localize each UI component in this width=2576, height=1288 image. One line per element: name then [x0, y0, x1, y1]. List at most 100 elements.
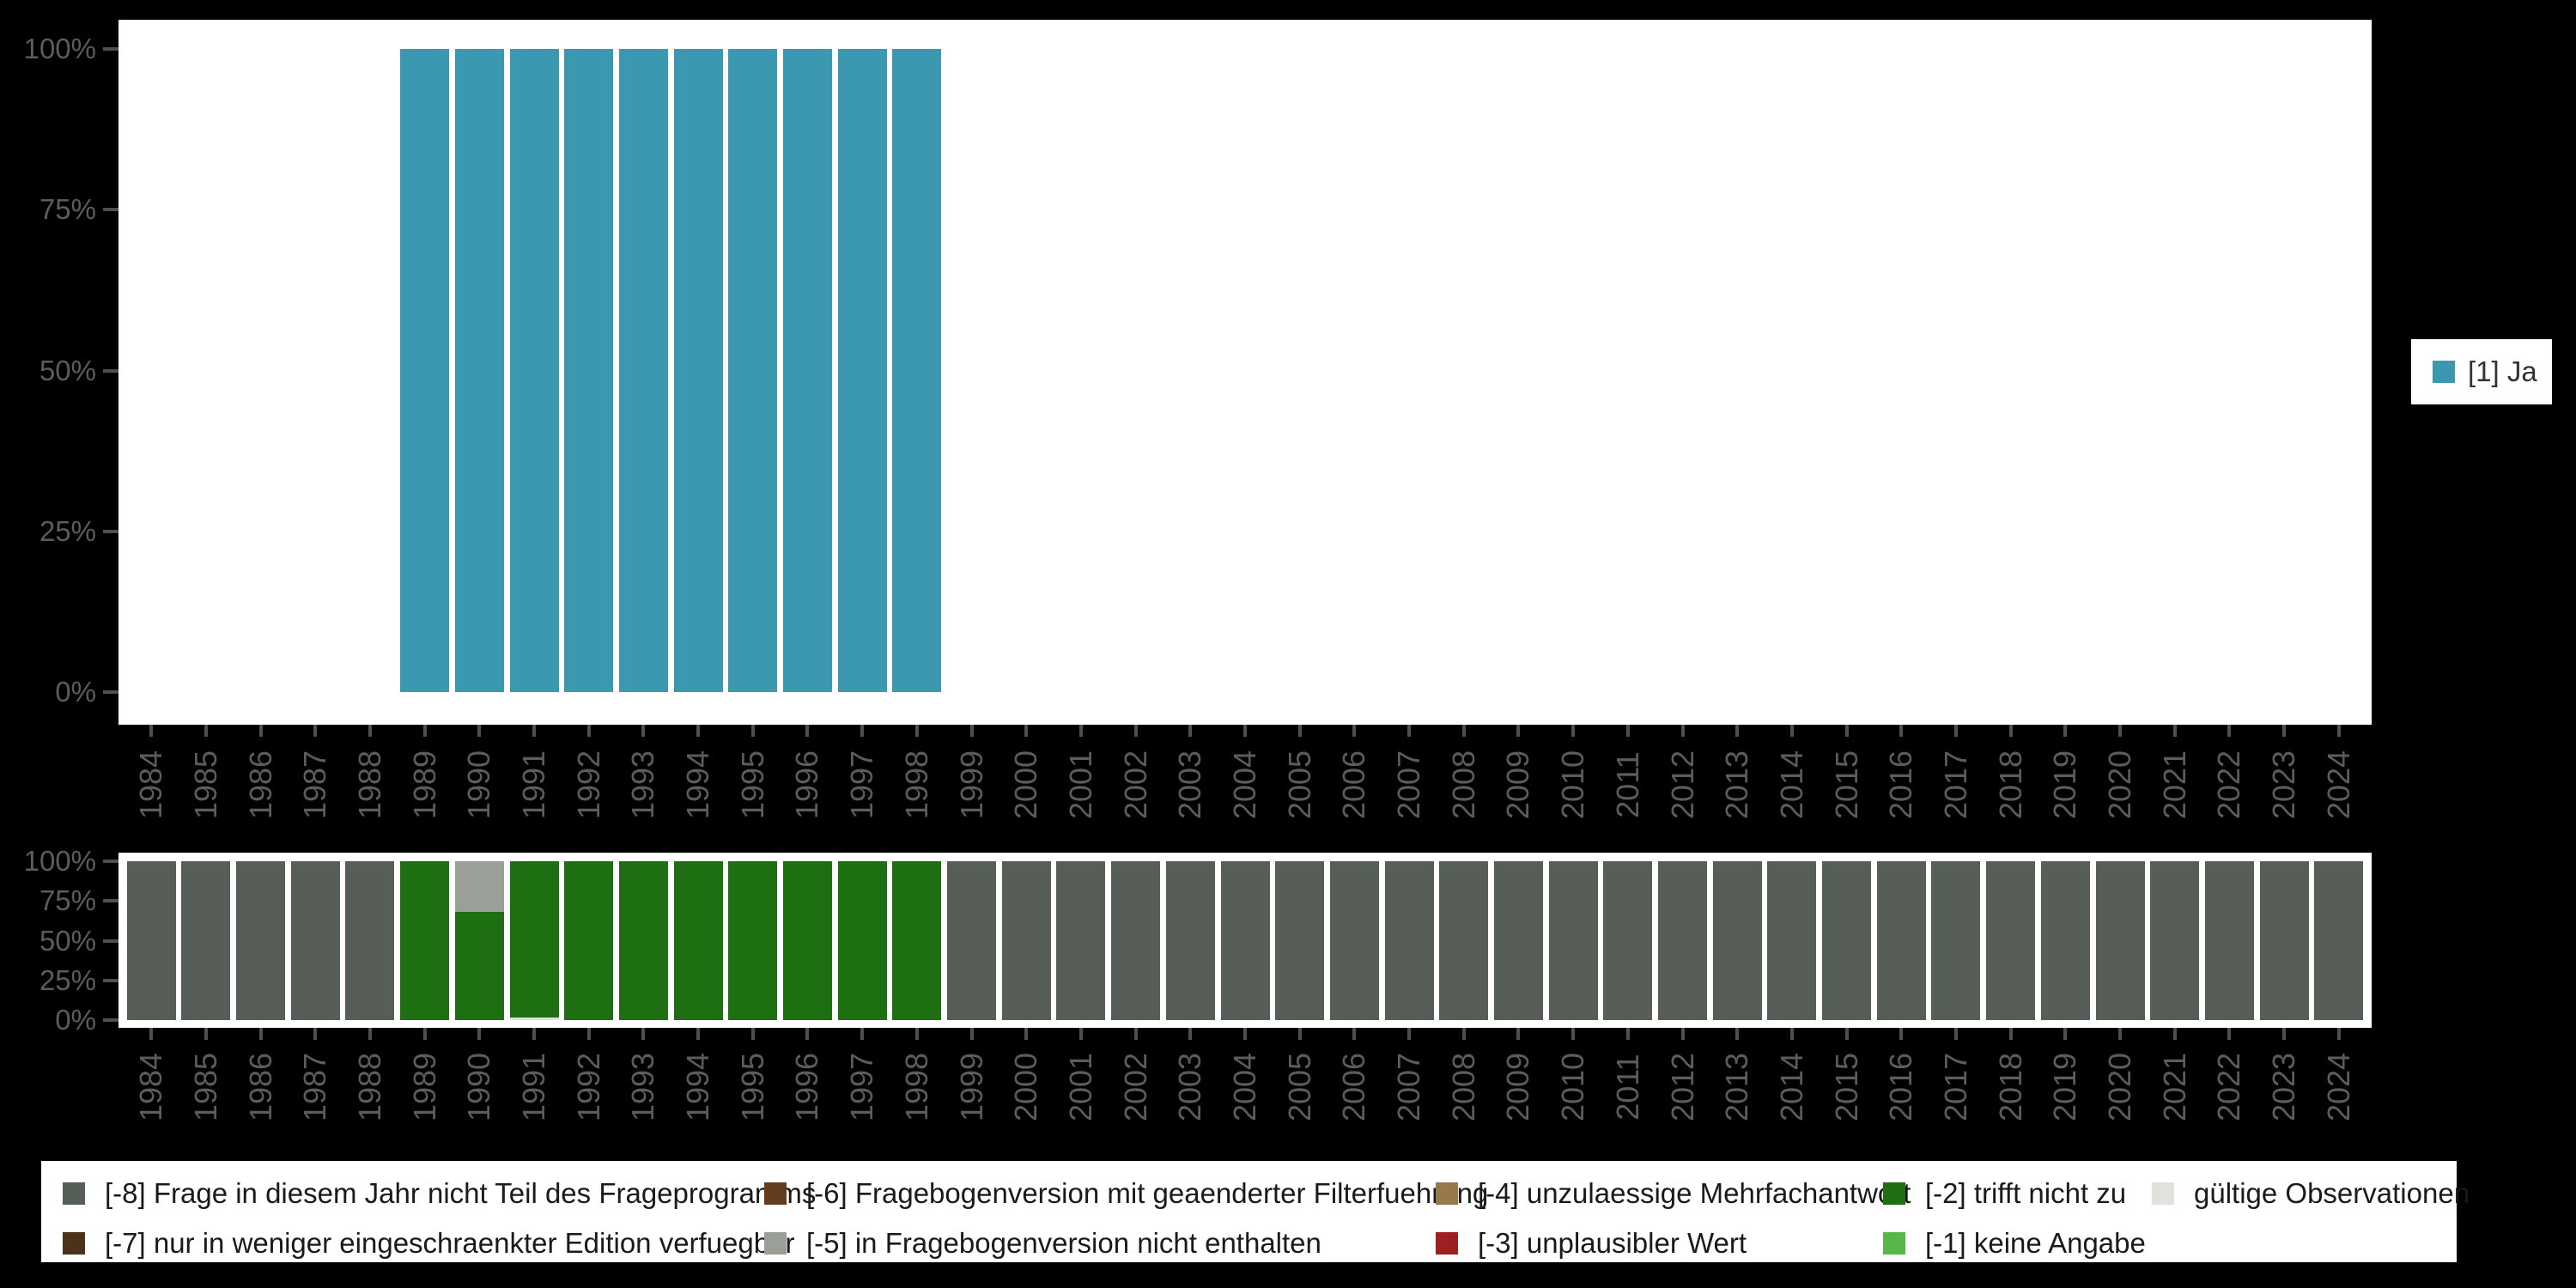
y-tick-label: 25%	[39, 963, 96, 996]
bar-segment-1996	[782, 861, 832, 1020]
bar-segment-1993	[618, 49, 668, 692]
y-tick-label: 25%	[39, 514, 96, 547]
x-tick	[2008, 1028, 2013, 1040]
legend-item: [-7] nur in weniger eingeschraenkter Edi…	[63, 1227, 795, 1259]
bar-segment-2005	[1275, 861, 1325, 1020]
x-tick-label: 1985	[187, 1052, 223, 1122]
x-tick	[1625, 1028, 1630, 1040]
top-chart-plot-area	[118, 20, 2372, 725]
bottom-chart-plot-area	[118, 853, 2372, 1028]
y-tick-label: 50%	[39, 924, 96, 957]
bar-segment-2009	[1493, 861, 1543, 1020]
x-tick	[477, 725, 482, 737]
x-tick-label: 1995	[734, 1052, 770, 1122]
x-tick-label: 2023	[2266, 750, 2302, 820]
legend-label: [-2] trifft nicht zu	[1925, 1177, 2127, 1209]
bar-segment-1988	[345, 861, 395, 1020]
x-tick	[969, 1028, 974, 1040]
legend-swatch	[2152, 1182, 2174, 1205]
x-tick	[1680, 725, 1685, 737]
x-tick	[258, 1028, 263, 1040]
x-tick-label: 2019	[2047, 750, 2083, 820]
x-tick-label: 1994	[680, 1052, 716, 1122]
bar-segment-1994	[673, 861, 723, 1020]
x-tick-label: 1986	[242, 1052, 278, 1122]
x-tick	[1571, 725, 1576, 737]
x-tick-label: 2006	[1336, 750, 1372, 820]
bar-segment-1990	[454, 49, 504, 692]
bar-segment-2019	[2040, 861, 2090, 1020]
x-tick-label: 2003	[1172, 1052, 1208, 1122]
legend-label: [-8] Frage in diesem Jahr nicht Teil des…	[105, 1177, 817, 1209]
legend-label: [-7] nur in weniger eingeschraenkter Edi…	[105, 1227, 795, 1259]
legend-item: [-3] unplausibler Wert	[1436, 1227, 1747, 1259]
x-tick	[2008, 725, 2013, 737]
bar-segment-2011	[1603, 861, 1653, 1020]
missing-codes-legend: [-8] Frage in diesem Jahr nicht Teil des…	[41, 1161, 2470, 1262]
x-tick-label: 1986	[242, 750, 278, 820]
x-tick	[1243, 725, 1247, 737]
bar-segment-1997	[837, 861, 887, 1020]
x-tick-label: 2021	[2156, 750, 2192, 820]
legend-swatch	[764, 1182, 787, 1205]
bar-segment-2006	[1329, 861, 1379, 1020]
legend-label: gültige Observationen	[2194, 1177, 2470, 1209]
bar-segment-1995	[728, 49, 778, 692]
x-tick-label: 2001	[1062, 1052, 1098, 1122]
bar-segment-1998	[892, 49, 942, 692]
x-tick	[2336, 725, 2341, 737]
x-tick	[1953, 725, 1958, 737]
y-tick	[103, 208, 118, 212]
x-tick	[805, 1028, 810, 1040]
x-tick	[1625, 725, 1630, 737]
x-tick	[1407, 1028, 1412, 1040]
legend-item: [-6] Fragebogenversion mit geaenderter F…	[764, 1179, 1488, 1207]
x-tick-label: 2019	[2047, 1052, 2083, 1122]
bar-segment-2021	[2150, 861, 2200, 1020]
bar-segment-1996	[782, 49, 832, 692]
x-tick-label: 2009	[1500, 1052, 1536, 1122]
x-tick	[368, 725, 372, 737]
bar-segment-1986	[236, 861, 286, 1020]
x-tick-label: 1987	[297, 750, 333, 820]
x-tick	[696, 725, 701, 737]
x-tick	[477, 1028, 482, 1040]
bar-segment-2024	[2314, 861, 2364, 1020]
x-tick-label: 1993	[625, 1052, 661, 1122]
bar-segment-1984	[126, 861, 176, 1020]
y-tick	[103, 368, 118, 373]
x-tick-label: 2005	[1281, 1052, 1317, 1122]
bar-segment-1995	[728, 861, 778, 1020]
x-tick-label: 2004	[1227, 1052, 1262, 1122]
x-tick-label: 2005	[1281, 750, 1317, 820]
x-tick	[2118, 725, 2123, 737]
y-tick-label: 0%	[55, 1004, 96, 1036]
x-tick	[2172, 725, 2177, 737]
bar-segment-2023	[2259, 861, 2309, 1020]
bar-segment-1989	[400, 861, 450, 1020]
legend-label: [-3] unplausibler Wert	[1478, 1227, 1747, 1259]
x-tick-label: 2016	[1883, 1052, 1919, 1122]
legend-label-ja: [1] Ja	[2468, 355, 2537, 387]
x-tick	[969, 725, 974, 737]
bar-segment-1990	[454, 912, 504, 1020]
x-tick-label: 2000	[1008, 750, 1044, 820]
x-tick-label: 1998	[898, 1052, 934, 1122]
x-tick-label: 2010	[1555, 1052, 1591, 1122]
x-tick	[2227, 1028, 2232, 1040]
x-tick-label: 2014	[1773, 750, 1809, 820]
x-tick	[2172, 1028, 2177, 1040]
x-tick-label: 2000	[1008, 1052, 1044, 1122]
x-tick-label: 2015	[1828, 750, 1864, 820]
x-tick	[313, 1028, 318, 1040]
bar-segment-2007	[1384, 861, 1434, 1020]
y-tick-label: 75%	[39, 884, 96, 917]
x-tick	[914, 725, 919, 737]
bar-segment-2020	[2095, 861, 2145, 1020]
x-tick-label: 1989	[406, 1052, 442, 1122]
x-tick	[258, 725, 263, 737]
y-tick	[103, 978, 118, 982]
legend-item: [-2] trifft nicht zu	[1883, 1177, 2127, 1209]
x-tick	[1407, 725, 1412, 737]
bar-segment-2001	[1056, 861, 1106, 1020]
